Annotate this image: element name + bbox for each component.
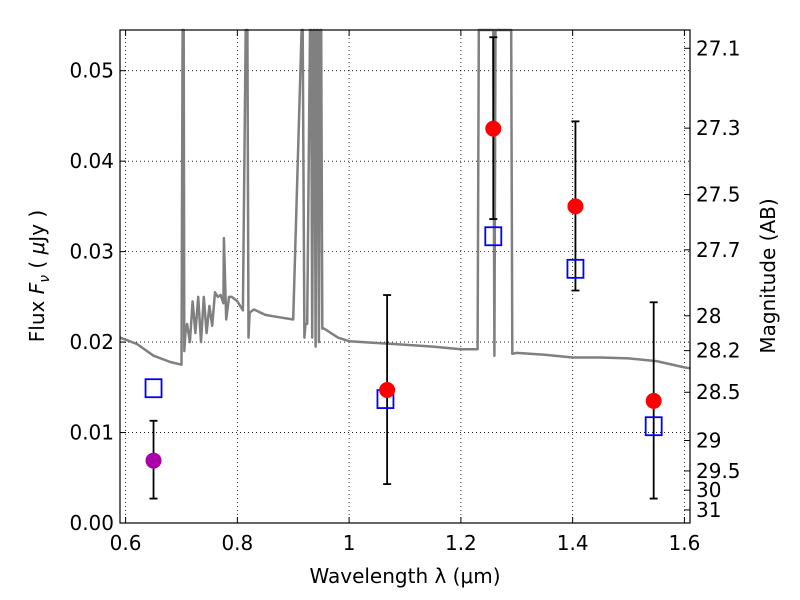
model-photometry-square <box>144 378 163 399</box>
spectrum-line <box>119 28 691 370</box>
magnitude-tick-label: 28.2 <box>696 339 741 363</box>
x-tick-label: 0.6 <box>110 531 142 555</box>
magnitude-tick-label: 29 <box>696 429 721 453</box>
magnitude-tick-label: 27.1 <box>696 36 741 60</box>
x-tick-label: 1 <box>343 531 356 555</box>
model-spectrum <box>119 28 691 370</box>
x-tick-label: 1.6 <box>669 531 701 555</box>
model-photometry-square <box>644 416 663 437</box>
magnitude-tick-label: 27.7 <box>696 238 741 262</box>
magnitude-tick-label: 30 <box>696 478 721 502</box>
magnitude-tick-label: 29.5 <box>696 459 741 483</box>
x-axis-ticks: 0.6 0.8 1 1.2 1.4 1.6 <box>110 30 701 555</box>
magnitude-axis-label: Magnitude (AB) <box>756 198 780 353</box>
x-axis-label: Wavelength λ (μm) <box>309 564 500 588</box>
model-photometry-square <box>484 226 503 247</box>
y-axis-ticks: 0.00 0.01 0.02 0.03 0.04 0.05 <box>69 59 126 535</box>
y-tick-label: 0.00 <box>69 511 114 535</box>
observed-flux-point <box>645 392 662 409</box>
observed-flux-point <box>567 198 584 215</box>
y-tick-label: 0.01 <box>69 421 114 445</box>
magnitude-tick-label: 28 <box>696 304 721 328</box>
model-photometry-markers <box>144 226 663 437</box>
model-photometry-square <box>566 258 585 279</box>
y-tick-label: 0.05 <box>69 59 114 83</box>
observed-flux-point <box>379 382 396 399</box>
grid <box>120 30 690 524</box>
x-tick-label: 0.8 <box>221 531 253 555</box>
magnitude-tick-label: 31 <box>696 498 721 522</box>
observed-flux-point <box>485 120 502 137</box>
magnitude-tick-label: 27.5 <box>696 183 741 207</box>
y-tick-label: 0.03 <box>69 240 114 264</box>
magnitude-tick-label: 28.5 <box>696 380 741 404</box>
x-tick-label: 1.2 <box>445 531 477 555</box>
observed-flux-markers <box>145 120 662 469</box>
plot-frame <box>119 29 691 524</box>
y-tick-label: 0.04 <box>69 149 114 173</box>
y-tick-label: 0.02 <box>69 330 114 354</box>
magnitude-tick-label: 27.3 <box>696 116 741 140</box>
y-axis-label: Flux Fν ( μJy ) <box>25 210 53 342</box>
observed-flux-point <box>145 452 162 469</box>
x-tick-label: 1.4 <box>557 531 589 555</box>
